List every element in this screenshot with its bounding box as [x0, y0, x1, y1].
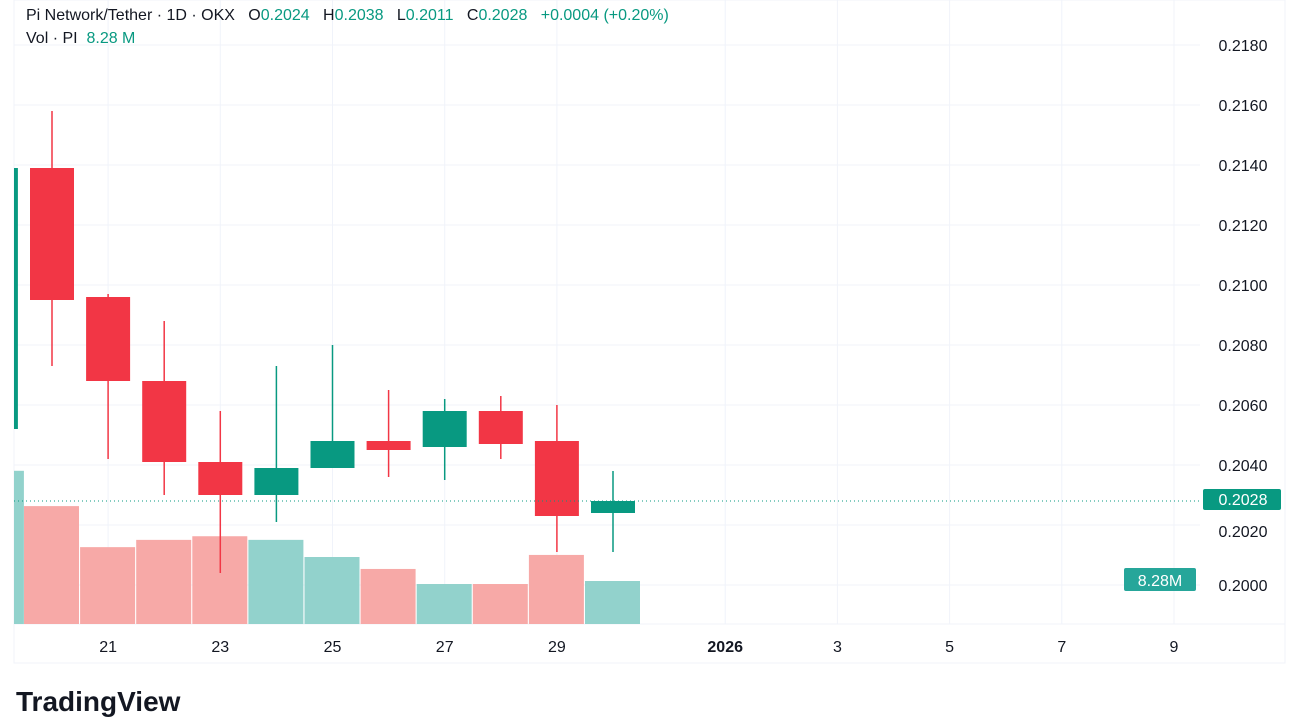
open-label: O	[248, 7, 261, 24]
price-tick-label: 0.2020	[1219, 524, 1268, 541]
open-value: 0.2024	[260, 7, 310, 24]
volume-value: 8.28 M	[86, 30, 136, 47]
candle-body	[198, 462, 243, 495]
price-tick-label: 0.2140	[1219, 158, 1268, 175]
candle-body	[86, 297, 131, 381]
time-tick-label: 25	[324, 639, 342, 656]
time-tick-label: 23	[211, 639, 229, 656]
high-label: H	[323, 7, 335, 24]
volume-bar	[80, 547, 136, 624]
candle-body	[310, 441, 355, 468]
volume-bar	[528, 554, 584, 624]
candle-body	[142, 381, 187, 462]
candle-body	[422, 411, 467, 447]
volume-label: Vol · PI	[26, 30, 78, 47]
price-tick-label: 0.2000	[1219, 578, 1268, 595]
volume-bar	[14, 470, 24, 624]
volume-bar	[136, 539, 192, 624]
price-tick-label: 0.2060	[1219, 398, 1268, 415]
time-tick-label: 5	[945, 639, 954, 656]
last-volume-badge	[1124, 568, 1196, 591]
price-tick-label: 0.2080	[1219, 338, 1268, 355]
price-tick-label: 0.2180	[1219, 38, 1268, 55]
low-value: 0.2011	[405, 7, 454, 24]
chart-legend: Pi Network/Tether · 1D · OKX O0.2024 H0.…	[26, 4, 669, 50]
close-value: 0.2028	[478, 7, 528, 24]
symbol-label: Pi Network/Tether · 1D · OKX	[26, 7, 235, 24]
candle-body	[366, 441, 411, 450]
time-tick-label: 9	[1170, 639, 1179, 656]
high-value: 0.2038	[334, 7, 384, 24]
last-volume-label: 8.28M	[1138, 573, 1182, 590]
candle-body	[14, 168, 18, 429]
volume-bar	[304, 557, 360, 624]
volume-bar	[248, 539, 304, 624]
last-price-badge	[1203, 489, 1281, 510]
low-label: L	[396, 7, 406, 24]
time-tick-label: 29	[548, 639, 566, 656]
change-value: +0.0004 (+0.20%)	[540, 7, 669, 24]
volume-bar	[585, 581, 640, 624]
price-tick-label: 0.2100	[1219, 278, 1268, 295]
time-tick-label: 3	[833, 639, 842, 656]
volume-bar	[24, 506, 79, 624]
candle-body	[591, 501, 635, 513]
time-tick-label: 2026	[707, 639, 743, 656]
price-tick-label: 0.2160	[1219, 98, 1268, 115]
price-tick-label: 0.2120	[1219, 218, 1268, 235]
tradingview-logo: TradingView	[16, 686, 181, 717]
candle-body	[534, 441, 579, 516]
candle-body	[30, 168, 74, 300]
last-price-label: 0.2028	[1219, 492, 1268, 509]
volume-bar	[360, 568, 416, 624]
time-tick-label: 21	[99, 639, 117, 656]
time-tick-label: 7	[1057, 639, 1066, 656]
candle-body	[254, 468, 299, 495]
candle-body	[478, 411, 523, 444]
volume-bar	[416, 584, 472, 624]
time-tick-label: 27	[436, 639, 454, 656]
price-tick-label: 0.2040	[1219, 458, 1268, 475]
volume-bar	[472, 584, 528, 624]
price-chart[interactable]: 0.2180 0.2160 0.2140 0.2120 0.2100 0.2080 0.20…	[0, 0, 1300, 700]
close-label: C	[466, 7, 479, 24]
